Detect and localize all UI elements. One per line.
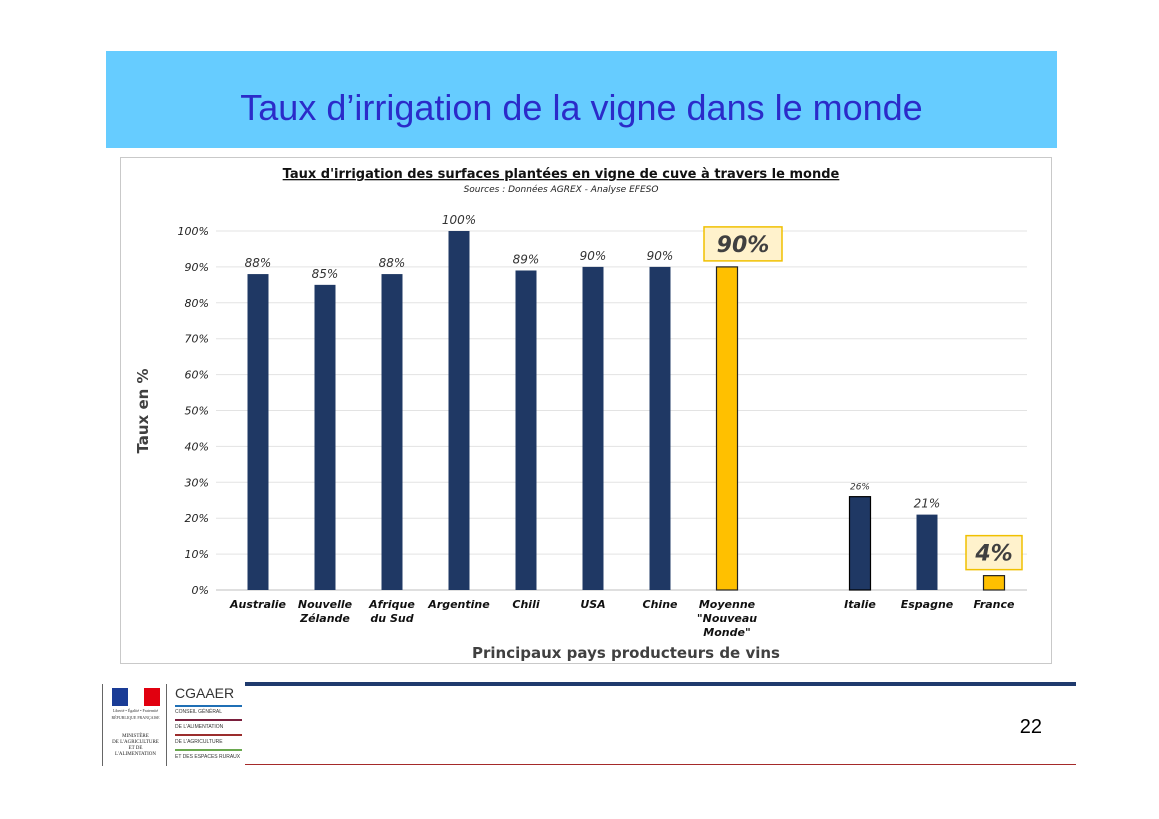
x-tick-label: Argentine xyxy=(427,598,490,611)
bar xyxy=(982,575,1006,591)
chart-title: Taux d'irrigation des surfaces plantées … xyxy=(283,167,840,182)
highlight-callout-box xyxy=(703,226,783,262)
cgaaer-logo: CGAAER CONSEIL GÉNÉRAL DE L'ALIMENTATION… xyxy=(175,684,245,766)
x-tick-label: Monde" xyxy=(703,626,750,639)
y-tick-label: 50% xyxy=(185,405,209,418)
x-tick-label: Chili xyxy=(512,598,539,611)
bar xyxy=(247,274,269,590)
x-tick-label: Italie xyxy=(844,598,876,611)
bar xyxy=(848,496,872,591)
slide-title: Taux d’irrigation de la vigne dans le mo… xyxy=(240,87,923,128)
bar xyxy=(649,266,671,590)
x-tick-label: Moyenne xyxy=(699,598,756,611)
x-tick-label: "Nouveau xyxy=(697,612,757,625)
bar xyxy=(715,266,739,591)
ministry-republic: RÉPUBLIQUE FRANÇAISE xyxy=(111,715,160,720)
x-tick-label: Australie xyxy=(229,598,287,611)
french-flag-icon xyxy=(112,688,160,706)
x-tick-label: Afrique xyxy=(368,598,415,611)
y-tick-label: 40% xyxy=(185,440,209,453)
cgaaer-line: CONSEIL GÉNÉRAL xyxy=(175,709,223,715)
cgaaer-name: CGAAER xyxy=(175,685,235,701)
bar-value-label: 88% xyxy=(245,256,272,270)
cgaaer-line: ET DES ESPACES RURAUX xyxy=(175,754,241,760)
footer-rule-red xyxy=(245,764,1076,765)
bar-value-label: 89% xyxy=(513,252,540,266)
y-tick-label: 30% xyxy=(185,476,209,489)
y-tick-label: 100% xyxy=(178,225,209,238)
x-tick-label: USA xyxy=(580,598,605,611)
y-tick-label: 10% xyxy=(185,548,209,561)
cgaaer-line: DE L'ALIMENTATION xyxy=(175,724,224,730)
y-tick-label: 90% xyxy=(185,261,209,274)
y-tick-label: 0% xyxy=(192,584,209,597)
page-number: 22 xyxy=(1019,716,1042,738)
bar xyxy=(515,270,537,590)
x-axis-label: Principaux pays producteurs de vins xyxy=(472,644,780,662)
bar xyxy=(314,284,336,590)
bar-value-label: 4% xyxy=(974,542,1012,567)
cgaaer-line: DE L'AGRICULTURE xyxy=(175,739,223,745)
x-tick-label: Nouvelle xyxy=(298,598,353,611)
ministry-logo: Liberté • Égalité • Fraternité RÉPUBLIQU… xyxy=(102,684,167,766)
bar xyxy=(582,266,604,590)
y-tick-label: 70% xyxy=(185,333,209,346)
x-tick-label: Espagne xyxy=(901,598,954,611)
y-tick-label: 80% xyxy=(185,297,209,310)
bar-chart: 0% 10% 20% 30% 40% 50% 60% 70% 80% 90% 100% Taux d'… xyxy=(134,167,1027,662)
ministry-motto: Liberté • Égalité • Fraternité xyxy=(112,708,159,713)
title-band xyxy=(106,51,1057,148)
ministry-name: MINISTÈRE DE L'AGRICULTURE ET DE L'ALIME… xyxy=(112,734,159,757)
x-tick-label: Zélande xyxy=(299,612,350,625)
chart-subtitle: Sources : Données AGREX - Analyse EFESO xyxy=(464,184,659,195)
bar xyxy=(381,274,403,590)
y-tick-label: 20% xyxy=(185,512,209,525)
x-tick-label: France xyxy=(974,598,1016,611)
chart-frame: 0% 10% 20% 30% 40% 50% 60% 70% 80% 90% 100% Taux d'… xyxy=(120,157,1052,664)
bar-value-label: 88% xyxy=(379,256,406,270)
footer-rule-blue xyxy=(245,682,1076,686)
bar xyxy=(448,231,470,590)
bar-value-label: 85% xyxy=(312,267,339,281)
bar xyxy=(916,514,938,590)
x-tick-label: Chine xyxy=(643,598,679,611)
bar-value-label: 21% xyxy=(914,497,941,511)
x-tick-label: du Sud xyxy=(370,612,413,625)
bar-value-label: 90% xyxy=(717,233,770,258)
bar-value-label: 100% xyxy=(442,213,476,227)
bar-value-label: 90% xyxy=(580,249,607,263)
y-axis-label: Taux en % xyxy=(134,368,152,453)
highlight-callout-box xyxy=(965,534,1023,571)
bar-value-label: 90% xyxy=(647,249,674,263)
bar-value-label: 26% xyxy=(850,483,870,493)
y-tick-label: 60% xyxy=(185,369,209,382)
